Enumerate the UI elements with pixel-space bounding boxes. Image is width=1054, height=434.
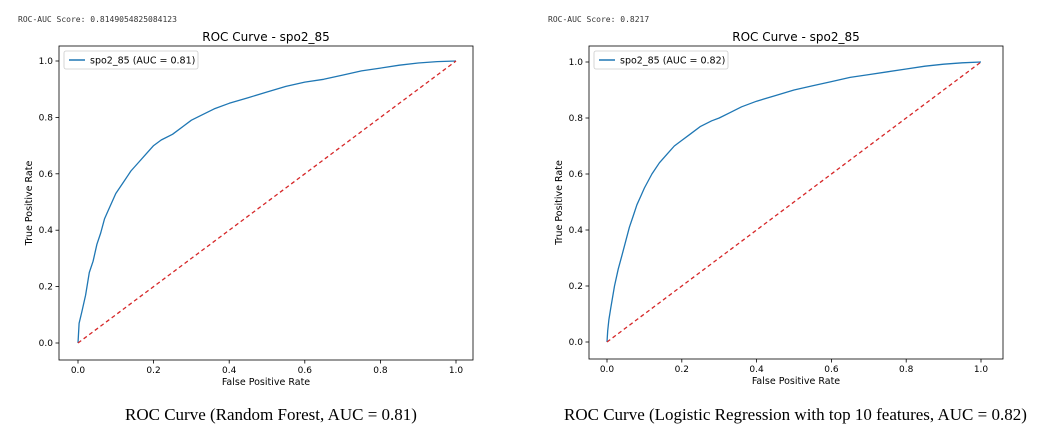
chart-2-y-tick-label: 0.4 <box>569 226 584 236</box>
chart-2-y-tick-label: 0.6 <box>569 170 584 180</box>
chart-1-y-tick-label: 1.0 <box>39 57 54 67</box>
chart-2-x-tick-label: 0.8 <box>899 365 914 375</box>
chart-1-y-tick-label: 0.6 <box>39 170 54 180</box>
chart-2-y-tick-label: 0.0 <box>569 338 584 348</box>
roc-charts: ROC Curve - spo2_85 0.0 0.2 0.4 0.6 0.8 1.0 0.0… <box>24 30 1004 388</box>
chart-1-legend-box <box>63 50 199 70</box>
caption-random-forest: ROC Curve (Random Forest, AUC = 0.81) <box>125 405 417 424</box>
chart-2-x-tick-label: 0.2 <box>675 365 689 375</box>
caption-logistic-regression: ROC Curve (Logistic Regression with top … <box>564 405 1027 424</box>
chart-1-x-tick-label: 0.0 <box>71 366 86 376</box>
chart-1-x-axis-label: False Positive Rate <box>222 377 310 388</box>
chart-2-roc-curve-line <box>606 61 982 343</box>
chart-2-y-tick-label: 0.2 <box>569 282 583 292</box>
chart-2-title: ROC Curve - spo2_85 <box>732 30 859 44</box>
chart-1-y-axis-label: True Positive Rate <box>24 161 35 247</box>
chart-2-y-tick-label: 1.0 <box>569 58 584 68</box>
chart-2-x-tick-label: 1.0 <box>974 365 989 375</box>
chart-1-x-tick-label: 1.0 <box>449 366 464 376</box>
chart-2-plot-area <box>588 45 1004 360</box>
chart-1-x-tick-label: 0.8 <box>373 366 388 376</box>
chart-2-y-tick-label: 0.8 <box>569 114 584 124</box>
chart-2-legend-box <box>593 50 729 70</box>
chart-1-y-tick-label: 0.0 <box>39 339 54 349</box>
chart-2-y-axis-label: True Positive Rate <box>554 160 565 246</box>
chart-1-title: ROC Curve - spo2_85 <box>202 30 329 44</box>
chart-1-y-tick-label: 0.8 <box>39 113 54 123</box>
chart-1-x-tick-label: 0.4 <box>222 366 237 376</box>
chart-1-roc-curve-line <box>77 60 457 344</box>
chart-2-x-tick-label: 0.4 <box>749 365 764 375</box>
chart-2-x-axis-label: False Positive Rate <box>752 376 840 387</box>
chart-1-legend-label: spo2_85 (AUC = 0.81) <box>90 55 195 66</box>
chart-1-x-tick-label: 0.6 <box>298 366 313 376</box>
chart-1-x-tick-label: 0.2 <box>146 366 160 376</box>
chart-1-y-tick-label: 0.4 <box>39 226 54 236</box>
chart-2-chance-diagonal-line <box>606 61 982 343</box>
roc-auc-score-left: ROC-AUC Score: 0.8149054825084123 <box>18 15 177 24</box>
roc-auc-score-right: ROC-AUC Score: 0.8217 <box>548 15 650 24</box>
chart-2-x-tick-label: 0.0 <box>600 365 615 375</box>
chart-2-x-tick-label: 0.6 <box>824 365 839 375</box>
chart-2-legend-label: spo2_85 (AUC = 0.82) <box>620 55 725 66</box>
chart-1-chance-diagonal-line <box>77 60 457 344</box>
chart-1-y-tick-label: 0.2 <box>39 283 53 293</box>
